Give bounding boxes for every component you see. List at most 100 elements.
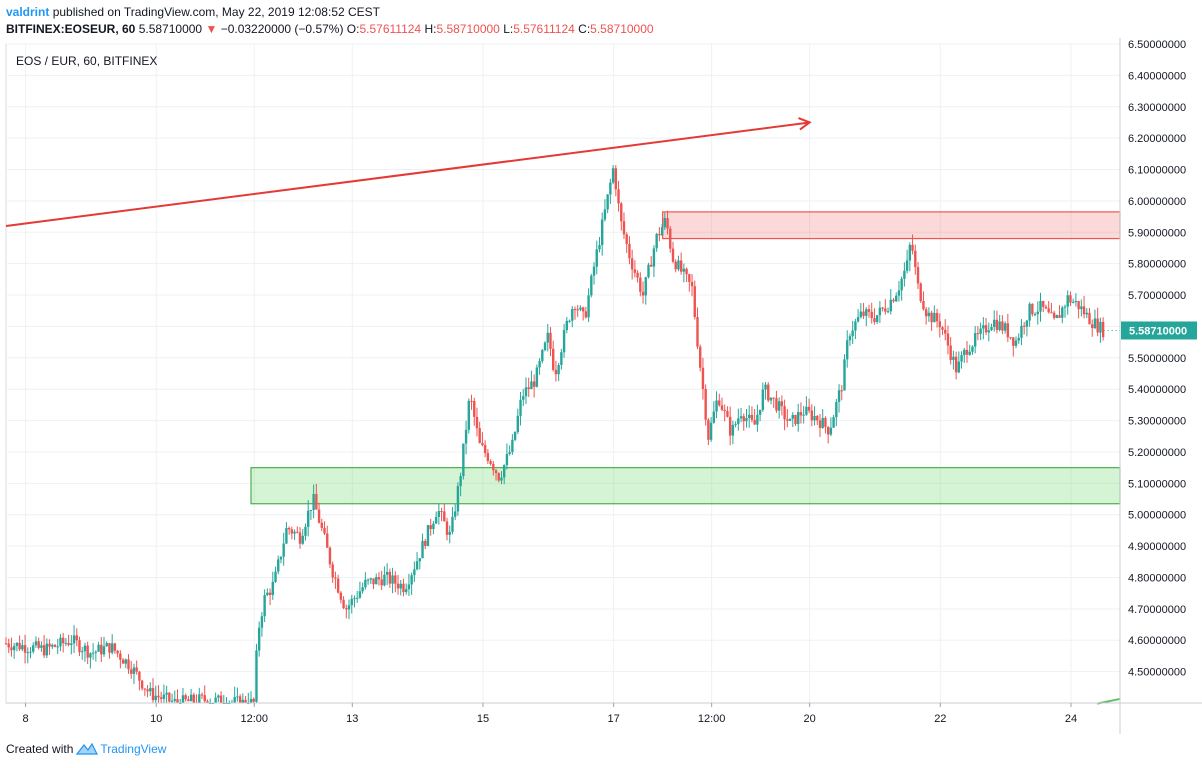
time-axis[interactable]: 8 10 12:00 13 15 17 12:00 20 22 24	[23, 703, 1078, 725]
candle-body	[404, 589, 408, 593]
candle-body	[473, 400, 476, 417]
candle-body	[105, 643, 108, 647]
price-tick-label: 5.80000000	[1128, 259, 1186, 271]
candle-body	[938, 321, 941, 328]
candle-body	[162, 694, 166, 699]
candle-body	[165, 692, 168, 695]
candle-body	[187, 699, 190, 702]
candle-body	[601, 219, 604, 246]
candle-body	[707, 419, 710, 440]
candle-body	[67, 642, 70, 645]
candle-body	[268, 592, 272, 595]
candle-body	[1028, 303, 1031, 321]
candle-body	[1031, 303, 1034, 315]
candle-body	[576, 309, 579, 311]
trend-arrow-head-icon	[798, 117, 812, 131]
candle-body	[658, 233, 661, 236]
candle-body	[26, 652, 29, 654]
candle-body	[908, 244, 912, 261]
candle-body	[935, 312, 939, 322]
candles	[4, 165, 1105, 704]
candle-body	[726, 410, 729, 417]
candle-body	[824, 417, 827, 427]
candle-body	[788, 418, 792, 421]
candle-body	[70, 643, 73, 645]
candle-body	[889, 299, 892, 312]
time-tick-label: 13	[346, 713, 358, 725]
candle-body	[753, 419, 756, 425]
candle-body	[718, 400, 721, 406]
candle-body	[783, 406, 786, 420]
candle-body	[1020, 325, 1023, 338]
candle-body	[407, 584, 411, 590]
time-tick-label: 15	[477, 713, 489, 725]
time-tick-label: 20	[804, 713, 816, 725]
tradingview-brand: TradingView	[100, 742, 167, 756]
candle-body	[532, 381, 536, 387]
candle-body	[1033, 314, 1037, 316]
time-tick-label: 10	[150, 713, 162, 725]
candle-body	[217, 695, 220, 698]
candle-body	[255, 650, 258, 702]
candle-body	[1022, 325, 1026, 327]
candle-body	[671, 248, 675, 262]
candle-body	[266, 592, 269, 596]
time-tick-label: 12:00	[241, 713, 269, 725]
author-link[interactable]: valdrint	[6, 5, 50, 19]
candle-body	[37, 641, 40, 648]
candle-body	[342, 599, 345, 609]
candle-body	[930, 312, 933, 323]
candle-body	[440, 511, 443, 513]
candle-body	[731, 424, 735, 436]
candle-body	[388, 571, 392, 584]
candle-body	[565, 320, 569, 331]
candle-body	[301, 535, 304, 544]
candle-body	[64, 642, 68, 644]
candle-body	[29, 651, 32, 653]
plot-area[interactable]	[5, 43, 1121, 704]
candle-body	[15, 642, 19, 646]
candle-body	[91, 652, 95, 654]
candle-body	[712, 411, 716, 423]
last-price-badge	[1121, 321, 1197, 340]
price-chart[interactable]: 4.50000000 4.60000000 4.70000000 4.80000000…	[0, 38, 1202, 734]
candle-body	[176, 699, 179, 703]
candle-body	[546, 332, 549, 343]
candle-body	[375, 577, 378, 585]
candle-body	[1014, 340, 1018, 346]
time-tick-label: 12:00	[698, 713, 726, 725]
price-axis[interactable]: 4.50000000 4.60000000 4.70000000 4.80000000…	[1128, 39, 1186, 679]
candle-body	[23, 645, 27, 653]
candle-body	[587, 295, 590, 318]
candle-body	[1001, 321, 1004, 331]
candle-body	[739, 416, 743, 419]
candle-body	[154, 695, 157, 701]
candle-body	[568, 320, 571, 322]
candle-body	[541, 350, 544, 362]
candle-body	[505, 453, 509, 466]
candle-body	[884, 308, 887, 312]
candle-body	[854, 321, 857, 331]
candle-body	[590, 275, 593, 296]
candle-body	[979, 328, 982, 334]
price-tick-label: 4.70000000	[1128, 604, 1186, 616]
candle-body	[100, 644, 103, 655]
candle-body	[990, 326, 993, 331]
candle-body	[709, 422, 713, 440]
candle-body	[644, 277, 647, 296]
candle-body	[475, 416, 479, 429]
published-text: published on TradingView.com, May 22, 20…	[52, 5, 381, 19]
candle-body	[968, 351, 971, 355]
candle-body	[775, 398, 778, 411]
candle-body	[647, 264, 650, 278]
candle-body	[339, 592, 343, 600]
candle-body	[677, 260, 680, 270]
last-price-label: 5.58710000	[1129, 325, 1187, 337]
tradingview-link[interactable]: TradingView	[76, 742, 166, 756]
candle-body	[1036, 311, 1039, 315]
candle-body	[549, 332, 552, 349]
candle-body	[1082, 306, 1086, 315]
candle-body	[780, 401, 784, 407]
candle-body	[1047, 308, 1050, 313]
candle-body	[396, 583, 400, 589]
